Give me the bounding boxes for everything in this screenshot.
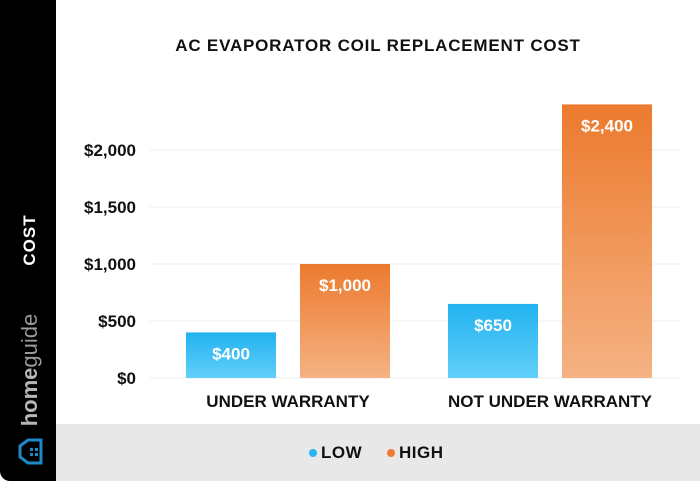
y-tick-label: $2,000 — [84, 141, 136, 160]
chart-title: AC EVAPORATOR COIL REPLACEMENT COST — [175, 36, 581, 55]
bar-high — [562, 104, 652, 379]
data-label: $1,000 — [319, 276, 371, 295]
data-label: $2,400 — [581, 116, 633, 135]
legend-item-low: LOW — [309, 443, 362, 463]
house-icon — [18, 438, 43, 465]
y-tick-label: $0 — [117, 369, 136, 388]
legend-label-high: HIGH — [399, 443, 444, 462]
bar-low — [186, 332, 276, 378]
y-tick-label: $1,000 — [84, 255, 136, 274]
legend-item-high: HIGH — [387, 443, 444, 463]
legend-label-low: LOW — [321, 443, 363, 462]
x-tick-label: NOT UNDER WARRANTY — [448, 392, 653, 411]
legend-dot-low — [309, 449, 317, 457]
legend-dot-high — [387, 449, 395, 457]
bar-high — [300, 264, 390, 378]
data-label: $400 — [212, 344, 250, 363]
bar-low — [448, 303, 538, 378]
side-bar: COST homeguide — [0, 0, 56, 481]
x-tick-label: UNDER WARRANTY — [206, 392, 370, 411]
y-tick-label: $1,500 — [84, 198, 136, 217]
y-tick-label: $500 — [98, 312, 136, 331]
legend-area — [56, 424, 700, 481]
data-label: $650 — [474, 316, 512, 335]
